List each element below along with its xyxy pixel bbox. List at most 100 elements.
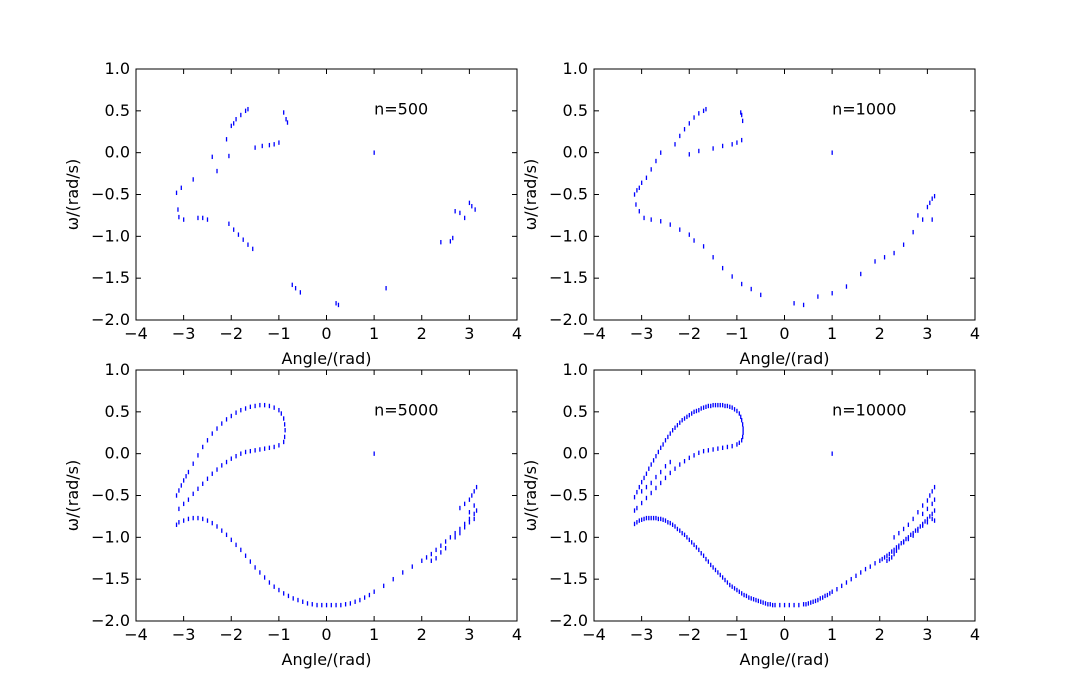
- data-point: [764, 601, 767, 606]
- data-point: [216, 426, 218, 431]
- data-point: [671, 428, 674, 433]
- data-point: [774, 602, 776, 608]
- data-point: [686, 414, 688, 420]
- data-point: [240, 451, 242, 456]
- data-points: [633, 402, 936, 608]
- data-point: [922, 217, 924, 222]
- x-tick-label: −3: [630, 324, 654, 343]
- data-point: [254, 403, 256, 409]
- y-tick-label: 1.0: [563, 360, 588, 379]
- data-point: [724, 577, 726, 583]
- plot-area: [135, 369, 518, 622]
- data-point: [202, 516, 204, 522]
- data-point: [228, 153, 230, 159]
- data-point: [874, 259, 876, 264]
- y-tick-label: 0.0: [105, 444, 130, 463]
- data-point: [891, 555, 893, 560]
- data-point: [202, 444, 204, 450]
- data-point: [914, 528, 917, 533]
- data-point: [650, 217, 652, 222]
- y-tick-label: −2.0: [91, 310, 130, 329]
- y-tick-label: −1.5: [549, 569, 588, 588]
- data-point: [254, 145, 256, 150]
- data-point: [235, 453, 237, 459]
- data-point: [636, 489, 638, 495]
- data-point: [249, 448, 251, 454]
- data-point: [688, 232, 690, 237]
- data-point: [225, 137, 228, 142]
- data-point: [779, 602, 781, 608]
- y-axis-label: ω/(rad/s): [63, 159, 82, 231]
- data-point: [912, 229, 914, 235]
- y-tick-label: 1.0: [563, 59, 588, 78]
- y-tick-label: −1.0: [549, 527, 588, 546]
- data-point: [648, 515, 650, 521]
- data-point: [698, 148, 700, 154]
- data-point: [321, 602, 323, 608]
- data-point: [660, 445, 662, 451]
- data-point: [679, 462, 681, 467]
- y-tick-label: −2.0: [549, 310, 588, 329]
- data-point: [807, 601, 810, 606]
- data-point: [924, 519, 926, 524]
- data-point: [733, 407, 736, 412]
- x-axis-label: Angle/(rad): [282, 650, 372, 669]
- data-point: [669, 222, 671, 227]
- data-point: [698, 407, 700, 413]
- data-point: [712, 402, 714, 408]
- data-point: [216, 467, 218, 472]
- data-point: [741, 112, 743, 118]
- data-point: [235, 542, 237, 548]
- data-point: [650, 462, 652, 467]
- data-point: [177, 207, 179, 212]
- data-point: [185, 474, 187, 479]
- data-point: [798, 602, 800, 608]
- data-point: [178, 520, 180, 525]
- data-point: [714, 567, 717, 573]
- data-point: [726, 403, 729, 409]
- data-point: [187, 469, 190, 475]
- data-point: [731, 443, 733, 449]
- data-point: [824, 593, 826, 599]
- data-point: [688, 121, 690, 126]
- data-point: [698, 547, 700, 553]
- data-point: [895, 548, 898, 553]
- data-point: [705, 404, 707, 410]
- data-point: [907, 522, 910, 527]
- data-point: [464, 525, 466, 530]
- x-tick-label: 2: [417, 625, 427, 644]
- data-point: [662, 442, 664, 447]
- data-point: [929, 514, 931, 519]
- data-point: [817, 597, 819, 603]
- data-point: [881, 556, 883, 562]
- data-point: [822, 595, 824, 600]
- data-point: [741, 118, 744, 124]
- data-point: [721, 445, 724, 451]
- data-point: [655, 453, 657, 459]
- data-point: [931, 196, 933, 201]
- data-point: [221, 463, 223, 468]
- plot-area: [593, 369, 976, 622]
- data-point: [902, 526, 905, 532]
- y-tick-label: −1.0: [91, 527, 130, 546]
- data-point: [698, 450, 700, 456]
- y-tick-label: −0.5: [91, 185, 130, 204]
- data-point: [330, 602, 332, 608]
- data-point: [688, 412, 690, 418]
- data-point: [926, 498, 929, 503]
- data-point: [740, 110, 742, 115]
- data-point: [468, 497, 471, 502]
- data-point: [283, 110, 285, 115]
- data-point: [705, 106, 707, 112]
- data-point: [931, 511, 933, 517]
- data-point: [454, 535, 456, 540]
- data-point: [435, 556, 437, 561]
- data-point: [831, 291, 833, 296]
- data-points: [633, 106, 936, 308]
- data-point: [869, 564, 871, 569]
- data-point: [926, 506, 929, 512]
- data-point: [741, 281, 743, 287]
- data-point: [742, 426, 744, 431]
- data-point: [802, 602, 805, 607]
- data-point: [180, 483, 182, 488]
